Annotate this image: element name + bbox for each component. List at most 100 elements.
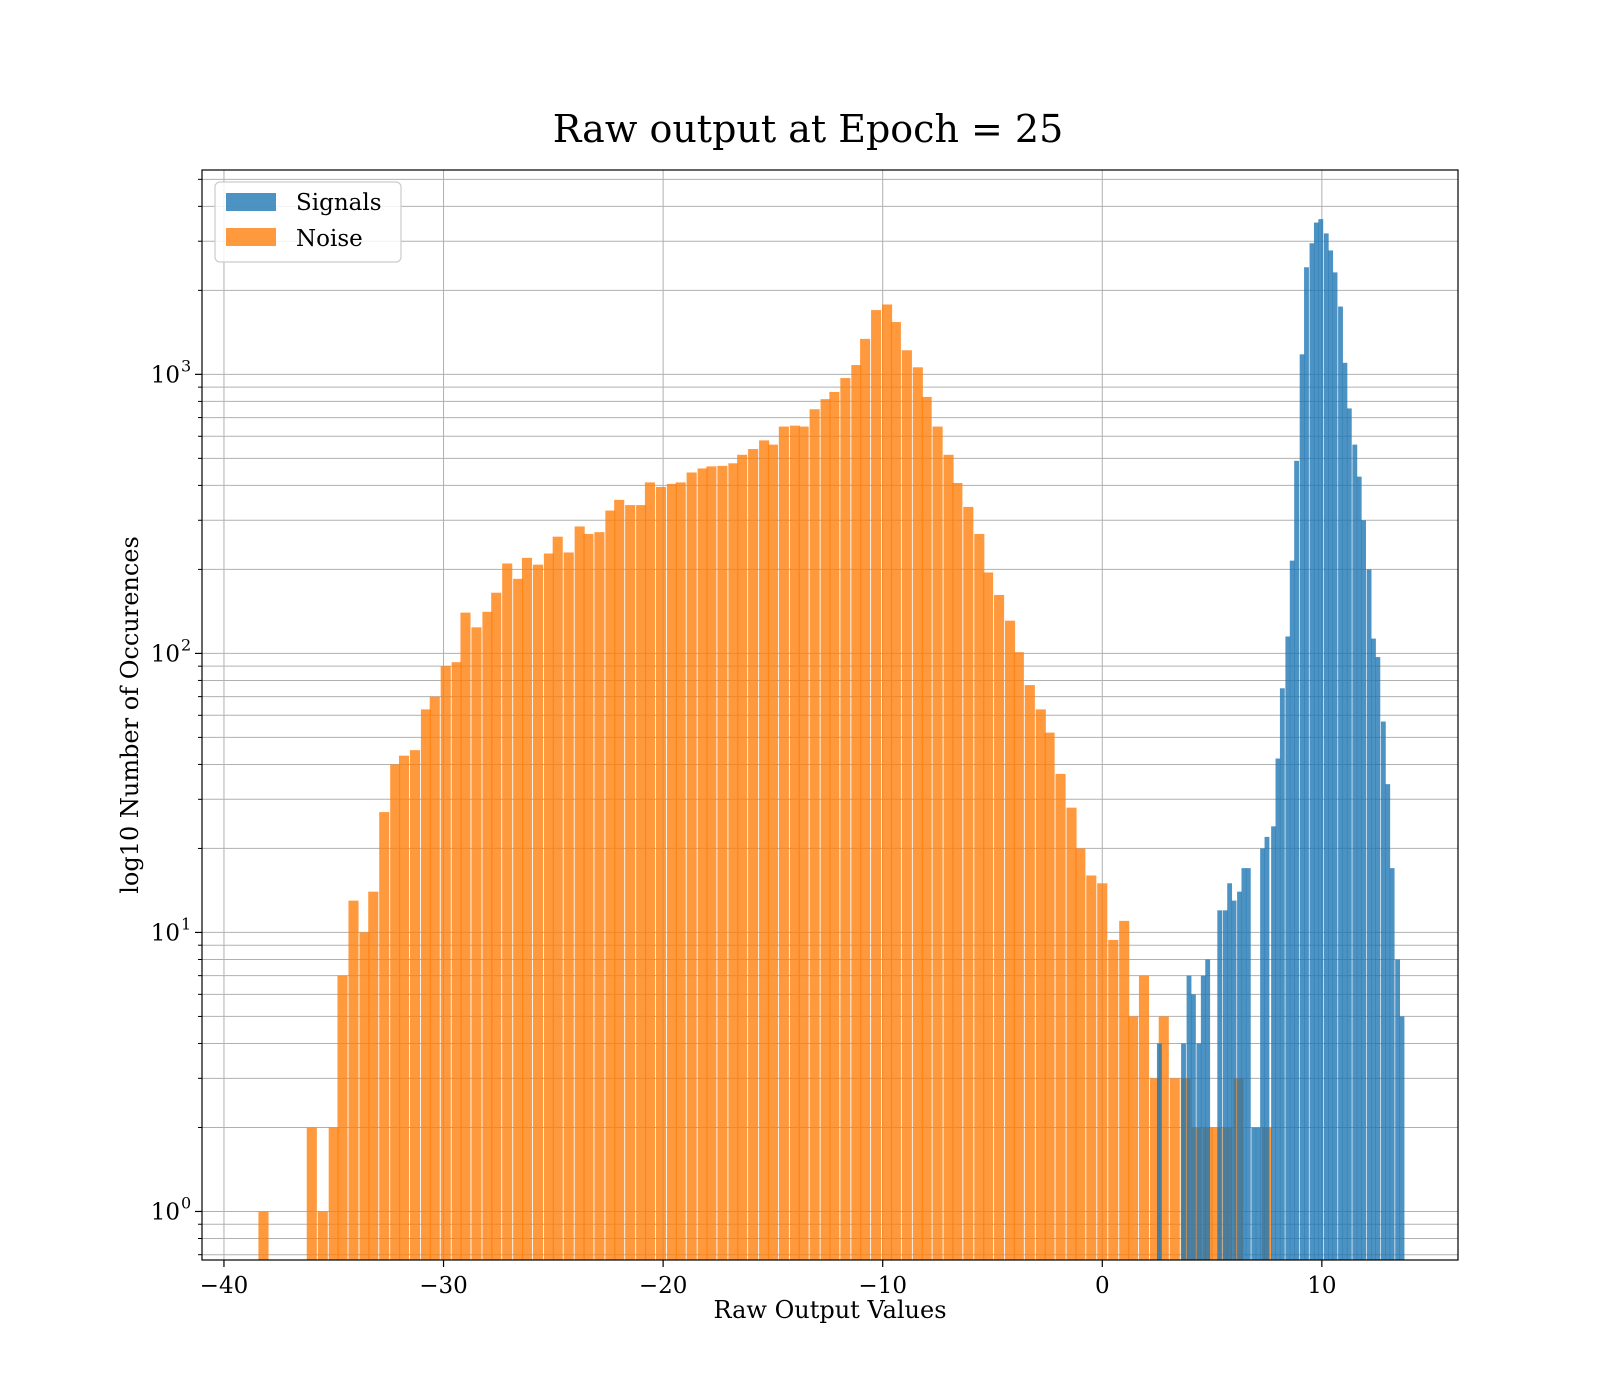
noise-bar: [1044, 732, 1055, 1260]
noise-bar: [912, 367, 923, 1260]
noise-bar: [983, 572, 994, 1260]
signal-bar: [1271, 826, 1276, 1260]
signal-bar: [1241, 868, 1247, 1260]
noise-bar: [697, 468, 708, 1260]
signal-bar: [1389, 868, 1395, 1260]
noise-bar: [521, 557, 533, 1260]
signal-bar: [1217, 910, 1223, 1260]
noise-bar: [636, 505, 647, 1260]
noise-bar: [491, 592, 502, 1260]
noise-bar: [882, 304, 893, 1261]
signal-bar: [1318, 219, 1324, 1261]
noise-bar: [901, 350, 912, 1260]
noise-bar: [748, 449, 759, 1261]
x-tick-label: −10: [858, 1273, 907, 1299]
noise-bar: [379, 812, 390, 1260]
y-tick-label: 10: [151, 1199, 180, 1225]
signal-bar: [1255, 1127, 1261, 1260]
noise-bar: [1024, 685, 1035, 1260]
noise-bar: [1158, 1016, 1169, 1260]
signal-bar: [1395, 959, 1401, 1260]
noise-bar: [829, 391, 840, 1261]
noise-bar: [778, 426, 789, 1261]
noise-bar: [1119, 920, 1130, 1260]
noise-bar: [583, 533, 594, 1260]
noise-bar: [717, 465, 728, 1260]
noise-bar: [890, 322, 901, 1260]
signal-bar: [1186, 975, 1192, 1260]
signal-bar: [1222, 910, 1228, 1260]
noise-bar: [798, 426, 809, 1261]
noise-bar: [337, 975, 348, 1260]
noise-bar: [502, 563, 513, 1260]
noise-bar: [1013, 652, 1024, 1260]
legend-swatch-noise: [226, 228, 276, 246]
y-tick-label: 10: [151, 641, 180, 667]
y-axis-label: log10 Number of Occurences: [116, 536, 144, 894]
y-tick-exponent: 1: [181, 914, 191, 933]
signal-bar: [1361, 520, 1366, 1260]
noise-bar: [1035, 709, 1046, 1260]
noise-bar: [409, 750, 421, 1260]
noise-bar: [943, 454, 954, 1261]
signal-bar: [1380, 721, 1386, 1260]
noise-bar: [1005, 620, 1016, 1260]
noise-bar: [398, 755, 410, 1260]
noise-bar: [328, 1127, 339, 1260]
noise-bar: [594, 532, 605, 1260]
noise-bar: [871, 310, 882, 1261]
signal-bar: [1231, 900, 1237, 1260]
noise-bar: [258, 1211, 269, 1260]
noise-bar: [963, 506, 974, 1260]
y-tick-exponent: 2: [181, 635, 191, 654]
signal-bar: [1375, 657, 1381, 1260]
signal-bar: [1205, 959, 1211, 1260]
noise-bar: [820, 399, 831, 1260]
noise-bar: [666, 483, 677, 1261]
noise-bar: [1086, 875, 1097, 1260]
noise-bar: [429, 696, 440, 1260]
noise-bar: [686, 472, 697, 1261]
x-tick-label: 10: [1307, 1273, 1336, 1299]
signal-bar: [1328, 250, 1334, 1260]
noise-bar: [851, 365, 862, 1261]
noise-bar: [1108, 939, 1119, 1260]
y-tick-exponent: 0: [181, 1193, 191, 1212]
noise-bar: [605, 510, 616, 1261]
signal-bar: [1294, 460, 1300, 1260]
noise-bar: [552, 536, 563, 1260]
noise-bar: [440, 666, 451, 1260]
signal-bar: [1385, 784, 1391, 1260]
legend: Signals Noise: [214, 181, 402, 263]
signal-bar: [1299, 354, 1305, 1261]
noise-bar: [420, 709, 432, 1260]
signal-bar: [1338, 306, 1343, 1261]
signal-bar: [1323, 233, 1329, 1261]
signal-bar: [1332, 272, 1338, 1260]
noise-bar: [368, 891, 379, 1260]
signal-bar: [1346, 408, 1352, 1260]
noise-bar: [767, 444, 778, 1260]
signal-bar: [1181, 1043, 1186, 1260]
legend-label-noise: Noise: [296, 226, 363, 252]
signal-bar: [1200, 975, 1206, 1260]
noise-bar: [655, 486, 666, 1260]
noise-bar: [390, 764, 401, 1260]
signal-bar: [1251, 1127, 1257, 1260]
noise-bar: [789, 425, 800, 1260]
signal-bar: [1304, 267, 1309, 1260]
signal-bar: [1371, 638, 1376, 1260]
noise-bar: [471, 627, 482, 1260]
noise-bar: [932, 426, 943, 1261]
noise-bar: [359, 932, 370, 1260]
noise-bar: [306, 1127, 317, 1260]
noise-bar: [1211, 1127, 1222, 1260]
noise-bar: [840, 378, 851, 1260]
noise-bar: [860, 338, 871, 1260]
noise-bar: [921, 396, 932, 1260]
y-tick-label: 10: [151, 362, 180, 388]
signal-bar: [1237, 891, 1242, 1260]
signal-bar: [1264, 836, 1270, 1260]
signal-bar: [1279, 688, 1285, 1260]
